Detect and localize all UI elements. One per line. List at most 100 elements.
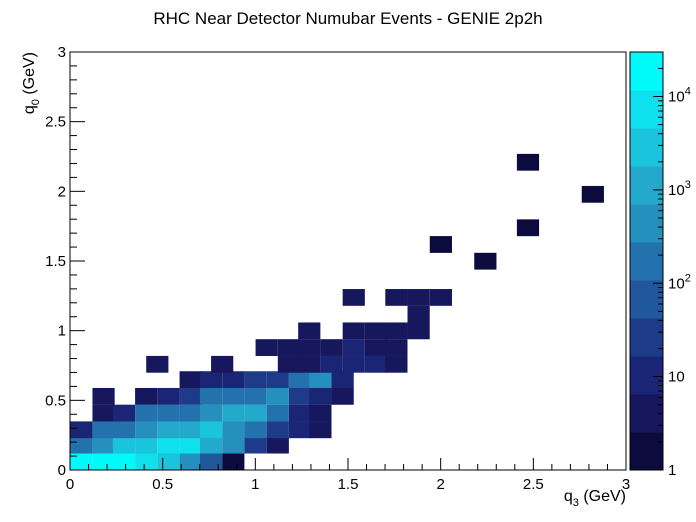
color-scale-bar bbox=[629, 51, 664, 471]
color-scale-band-2 bbox=[630, 356, 663, 395]
y-tick-label-0: 0 bbox=[58, 462, 66, 479]
heatmap-cell-72 bbox=[342, 339, 365, 356]
color-scale-band-7 bbox=[630, 166, 663, 205]
heatmap-cell-63 bbox=[298, 355, 321, 373]
heatmap-cell-19 bbox=[92, 421, 115, 439]
heatmap-cell-88 bbox=[581, 185, 604, 203]
x-axis: 0 0.5 1 1.5 2 2.5 3 bbox=[66, 458, 630, 493]
color-tick-label-1: 10 bbox=[668, 369, 685, 386]
heatmap-cell-75 bbox=[298, 322, 321, 340]
color-tick-label-4: 104 bbox=[668, 86, 691, 106]
y-tick-label-6: 3 bbox=[58, 44, 66, 61]
y-tick-label-5: 2.5 bbox=[45, 114, 66, 131]
heatmap-cell-42 bbox=[135, 387, 158, 405]
heatmap-cell-69 bbox=[277, 339, 300, 356]
heatmap-cell-27 bbox=[266, 421, 289, 439]
heatmap-cell-7 bbox=[222, 453, 245, 471]
heatmap-cell-40 bbox=[309, 404, 332, 422]
heatmap-cell-36 bbox=[222, 404, 245, 422]
color-tick-label-0: 1 bbox=[668, 462, 676, 479]
heatmap-cell-10 bbox=[112, 436, 136, 454]
heatmap-cell-45 bbox=[199, 387, 223, 405]
x-tick-label-4: 2 bbox=[436, 476, 444, 493]
heatmap-cell-13 bbox=[179, 436, 202, 454]
heatmap-cell-32 bbox=[135, 404, 158, 422]
heatmap-cell-11 bbox=[135, 436, 158, 454]
heatmap-cell-43 bbox=[157, 387, 180, 405]
heatmap-cell-60 bbox=[146, 355, 169, 373]
heatmap-cell-41 bbox=[92, 387, 115, 405]
heatmap-cells bbox=[70, 153, 604, 471]
heatmap-cell-0 bbox=[70, 453, 93, 471]
heatmap-cell-14 bbox=[199, 436, 223, 454]
heatmap-cell-84 bbox=[429, 289, 452, 306]
color-tick-label-3: 103 bbox=[668, 179, 691, 199]
color-scale-band-9 bbox=[630, 90, 663, 129]
heatmap-cell-5 bbox=[179, 453, 202, 471]
chart-title: RHC Near Detector Numubar Events - GENIE… bbox=[153, 9, 542, 28]
heatmap-cell-58 bbox=[309, 371, 332, 389]
heatmap-cell-78 bbox=[385, 322, 408, 340]
color-scale-ticks: 1 10 102 103 104 bbox=[653, 51, 691, 479]
heatmap-cell-24 bbox=[199, 421, 223, 439]
color-scale-band-4 bbox=[630, 280, 663, 319]
heatmap-cell-74 bbox=[385, 339, 408, 356]
heatmap-cell-62 bbox=[277, 355, 300, 373]
color-tick-label-2: 102 bbox=[668, 272, 691, 292]
heatmap-cell-47 bbox=[244, 387, 267, 405]
color-scale-band-6 bbox=[630, 204, 663, 243]
heatmap-cell-64 bbox=[320, 355, 343, 373]
heatmap-cell-82 bbox=[385, 289, 408, 306]
heatmap-cell-65 bbox=[342, 355, 365, 373]
heatmap-cell-9 bbox=[92, 436, 115, 454]
heatmap-cell-76 bbox=[342, 322, 365, 340]
heatmap-cell-12 bbox=[157, 436, 180, 454]
color-scale-band-0 bbox=[630, 432, 663, 471]
heatmap-cell-80 bbox=[407, 305, 430, 323]
heatmap-cell-83 bbox=[407, 289, 430, 306]
heatmap-cell-54 bbox=[222, 371, 245, 389]
x-tick-label-5: 2.5 bbox=[523, 476, 544, 493]
heatmap-cell-25 bbox=[222, 421, 245, 439]
color-scale-band-3 bbox=[630, 318, 663, 357]
heatmap-cell-87 bbox=[516, 219, 540, 237]
heatmap-cell-61 bbox=[211, 355, 234, 373]
heatmap-cell-28 bbox=[288, 421, 312, 439]
heatmap-cell-18 bbox=[70, 421, 93, 439]
heatmap-cell-68 bbox=[255, 339, 278, 356]
heatmap-cell-37 bbox=[244, 404, 267, 422]
heatmap-cell-34 bbox=[179, 404, 202, 422]
heatmap-cell-2 bbox=[112, 453, 136, 471]
x-tick-label-3: 1.5 bbox=[338, 476, 359, 493]
heatmap-cell-26 bbox=[244, 421, 267, 439]
heatmap-cell-81 bbox=[342, 289, 365, 306]
heatmap-cell-33 bbox=[157, 404, 180, 422]
heatmap-cell-49 bbox=[288, 387, 312, 405]
y-tick-label-3: 1.5 bbox=[45, 253, 66, 270]
heatmap-cell-70 bbox=[298, 339, 321, 356]
x-tick-label-6: 3 bbox=[622, 476, 630, 493]
heatmap-cell-79 bbox=[407, 322, 430, 340]
heatmap-cell-55 bbox=[244, 371, 267, 389]
heatmap-cell-8 bbox=[70, 436, 93, 454]
y-tick-label-4: 2 bbox=[58, 183, 66, 200]
heatmap-cell-46 bbox=[222, 387, 245, 405]
heatmap-cell-89 bbox=[516, 153, 540, 171]
heatmap-cell-17 bbox=[266, 436, 289, 454]
x-tick-label-2: 1 bbox=[251, 476, 259, 493]
heatmap-cell-38 bbox=[266, 404, 289, 422]
heatmap-cell-16 bbox=[244, 436, 267, 454]
heatmap-cell-15 bbox=[222, 436, 245, 454]
heatmap-cell-31 bbox=[112, 404, 136, 422]
y-axis-label: q0 (GeV) bbox=[21, 52, 42, 114]
heatmap-cell-3 bbox=[135, 453, 158, 471]
color-scale-band-1 bbox=[630, 394, 663, 433]
heatmap-cell-57 bbox=[288, 371, 312, 389]
heatmap-cell-35 bbox=[199, 404, 223, 422]
heatmap-cell-73 bbox=[364, 339, 388, 356]
heatmap-cell-29 bbox=[309, 421, 332, 439]
heatmap-cell-50 bbox=[309, 387, 332, 405]
heatmap-cell-52 bbox=[179, 371, 202, 389]
heatmap-cell-56 bbox=[266, 371, 289, 389]
